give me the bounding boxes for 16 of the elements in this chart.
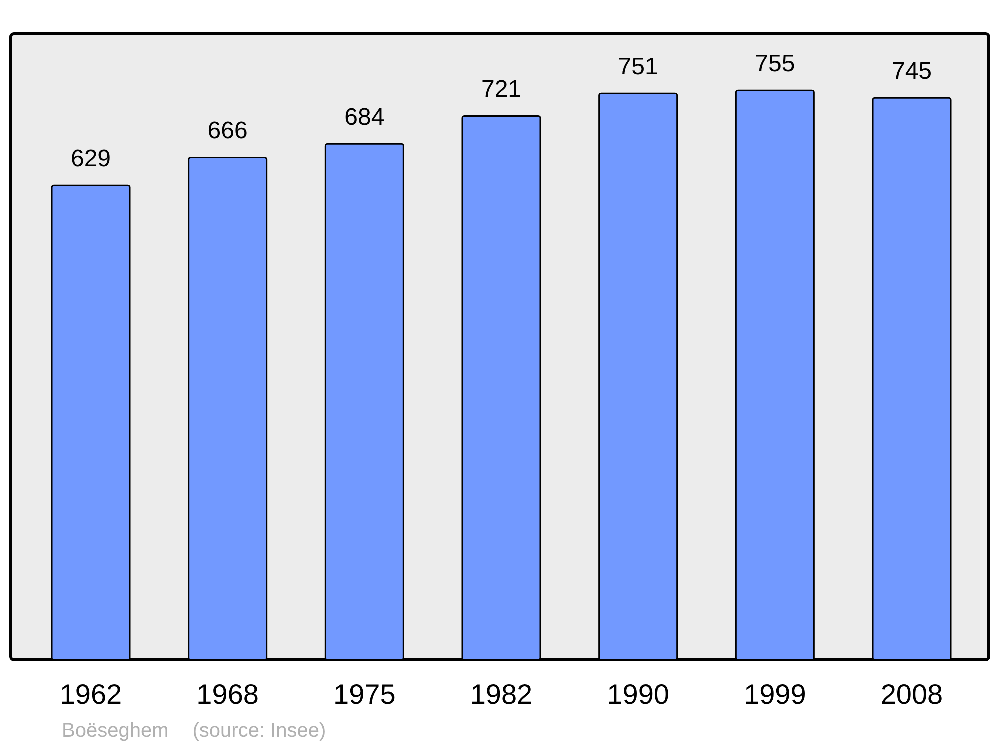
data-label: 745 [892, 58, 932, 86]
x-tick-label: 1962 [60, 679, 122, 710]
data-label: 751 [618, 54, 658, 81]
data-label: 721 [481, 76, 522, 104]
x-tick-label: 1990 [607, 679, 670, 710]
data-label: 684 [344, 104, 385, 132]
x-tick-label: 2008 [880, 679, 944, 710]
data-label: 755 [755, 50, 796, 78]
text: Boëseghem [62, 720, 169, 742]
data-label: 666 [208, 118, 248, 145]
x-tick-label: 1968 [196, 679, 259, 710]
x-tick-label: 1975 [334, 679, 396, 710]
x-tick-label: 1999 [744, 679, 806, 710]
text: (source: Insee) [192, 720, 326, 742]
x-tick-label: 1982 [470, 679, 533, 710]
data-label: 629 [70, 146, 112, 173]
